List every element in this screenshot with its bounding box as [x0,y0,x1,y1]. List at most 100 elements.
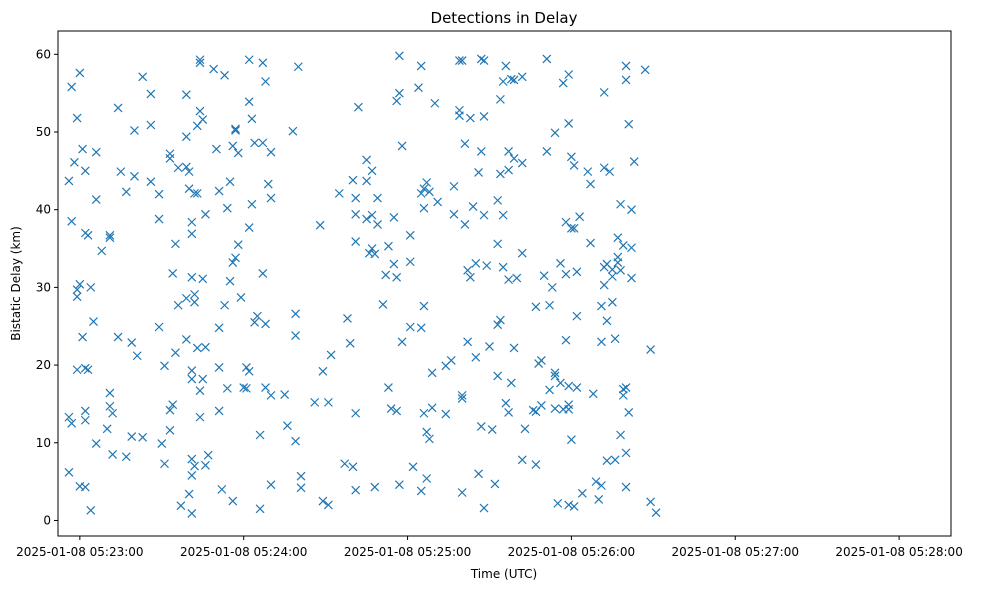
data-point [201,342,210,352]
data-point [80,166,90,176]
x-axis-label: Time (UTC) [470,567,537,581]
data-point [465,272,475,282]
data-point [476,54,486,64]
data-point [424,434,434,444]
data-point [520,424,530,434]
data-point [430,98,440,108]
data-point [168,400,178,410]
y-tick-label: 40 [36,203,51,217]
data-point [113,332,123,342]
data-point [618,390,628,400]
data-point [405,230,415,240]
data-point [67,418,77,428]
data-point [252,311,262,321]
y-axis-label: Bistatic Delay (km) [9,226,23,341]
data-point [441,409,451,419]
data-point [457,56,467,65]
data-point [367,210,377,220]
data-point [181,162,191,172]
data-point [195,58,205,68]
data-point [384,241,393,251]
data-point [228,141,238,151]
data-point [495,94,505,104]
data-point [83,365,93,375]
data-markers [64,51,661,518]
data-point [599,87,609,97]
data-point [181,90,191,100]
data-point [427,368,437,378]
data-point [485,342,494,351]
data-point [550,371,560,381]
data-point [610,455,620,465]
data-point [154,189,164,199]
data-point [80,363,90,373]
data-point [362,214,372,224]
data-point [280,390,290,400]
data-point [566,435,576,445]
data-point [610,334,620,344]
data-point [228,496,238,506]
data-point [222,383,232,393]
data-point [422,474,432,483]
data-point [318,496,328,506]
data-point [394,51,404,61]
data-point [455,111,464,121]
data-point [323,397,333,407]
data-point [214,323,224,333]
data-point [509,343,519,353]
data-point [651,508,661,518]
data-point [146,177,156,187]
data-point [261,383,270,393]
data-point [416,486,426,496]
data-point [449,209,459,219]
data-point [214,186,224,196]
data-point [91,195,101,205]
x-tick-label: 2025-01-08 05:27:00 [672,545,799,559]
data-point [506,74,516,84]
data-point [545,385,554,395]
data-point [561,335,571,345]
x-axis: 2025-01-08 05:23:00 2025-01-08 05:24:00 20… [16,536,963,559]
data-point [244,55,254,65]
data-point [165,405,175,415]
data-point [288,126,298,136]
data-point [255,504,265,514]
data-point [433,197,443,207]
data-point [121,187,131,197]
data-point [225,177,235,187]
data-point [127,338,137,347]
data-point [495,169,505,179]
data-point [228,258,238,267]
data-point [323,500,333,510]
data-point [351,193,361,203]
data-point [572,383,582,393]
data-point [471,352,481,362]
data-point [64,176,74,186]
data-point [154,322,164,332]
data-point [457,390,467,400]
data-point [613,258,623,267]
data-point [121,452,131,462]
data-point [201,460,210,470]
data-point [160,459,169,469]
data-point [291,436,301,446]
data-point [351,485,361,495]
data-point [621,61,631,71]
data-point [616,265,625,275]
data-point [105,233,115,243]
data-point [225,276,235,286]
data-point [479,112,489,121]
data-point [195,412,205,422]
data-point [75,68,85,78]
data-point [220,70,230,80]
data-point [91,147,101,157]
data-point [531,460,541,469]
data-point [539,271,549,281]
data-point [569,502,579,511]
data-point [231,124,240,134]
data-point [558,78,568,88]
data-point [247,199,257,209]
data-point [419,301,429,311]
data-point [181,335,191,344]
